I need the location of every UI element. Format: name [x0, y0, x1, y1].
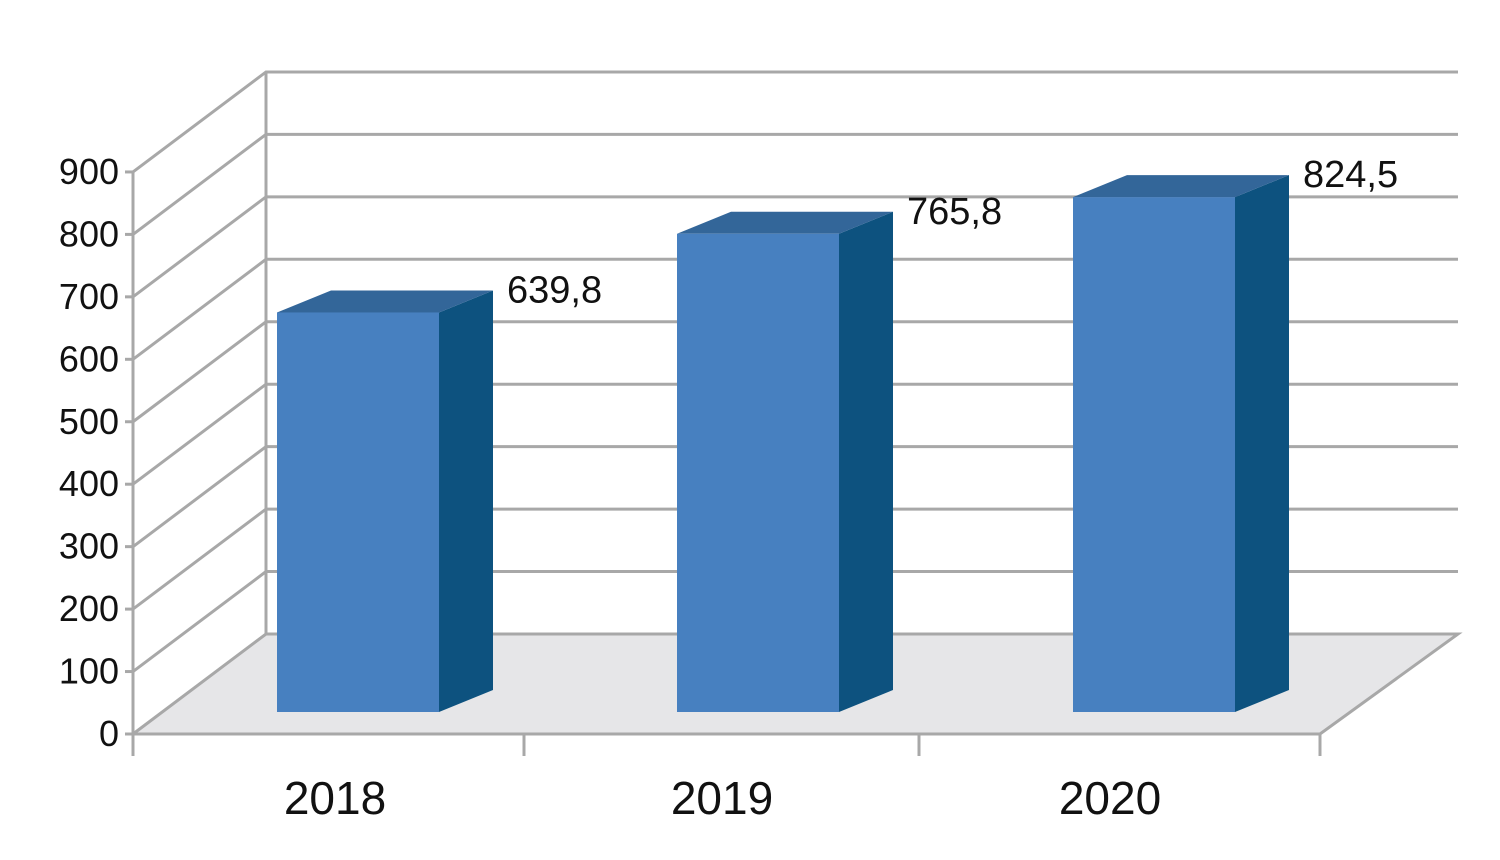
- x-category-label: 2019: [671, 772, 773, 824]
- axes: [125, 170, 1322, 756]
- data-label: 765,8: [907, 191, 1002, 233]
- bar-side: [839, 211, 893, 712]
- gridlines: [132, 70, 1458, 673]
- y-tick-label: 400: [59, 463, 119, 504]
- y-tick-label: 300: [59, 526, 119, 567]
- gridline: [132, 320, 1458, 423]
- bar-front: [677, 233, 839, 712]
- y-tick-label: 600: [59, 338, 119, 379]
- gridline: [132, 445, 1458, 548]
- y-tick-label: 900: [59, 151, 119, 192]
- bar-side: [1235, 175, 1289, 713]
- gridline: [132, 132, 1458, 236]
- bar-2020: [1073, 175, 1289, 713]
- bar-front: [1073, 197, 1235, 713]
- bar-side: [439, 290, 493, 712]
- y-tick-label: 800: [59, 213, 119, 254]
- bars: [277, 175, 1289, 713]
- y-tick-label: 500: [59, 401, 119, 442]
- bar-2019: [677, 211, 893, 712]
- gridline: [132, 570, 1458, 673]
- y-tick-label: 100: [59, 651, 119, 692]
- y-tick-label: 700: [59, 276, 119, 317]
- y-tick-label: 0: [99, 713, 119, 754]
- bar-front: [277, 312, 439, 712]
- gridline: [132, 195, 1458, 299]
- data-label: 639,8: [507, 269, 602, 311]
- bar-top: [677, 211, 893, 234]
- gridline: [132, 382, 1458, 486]
- x-category-label: 2020: [1059, 772, 1161, 824]
- y-tick-label: 200: [59, 588, 119, 629]
- bar-top: [1073, 175, 1289, 198]
- gridline: [132, 257, 1458, 361]
- data-label: 824,5: [1303, 154, 1398, 196]
- gridline: [132, 70, 1458, 174]
- gridline: [132, 507, 1458, 611]
- labels: 0 100 200 300 400 500 600 700 800 900 639,8 2018 765…: [59, 151, 1398, 824]
- x-category-label: 2018: [284, 772, 386, 824]
- bar-2018: [277, 290, 493, 712]
- bar-top: [277, 290, 493, 313]
